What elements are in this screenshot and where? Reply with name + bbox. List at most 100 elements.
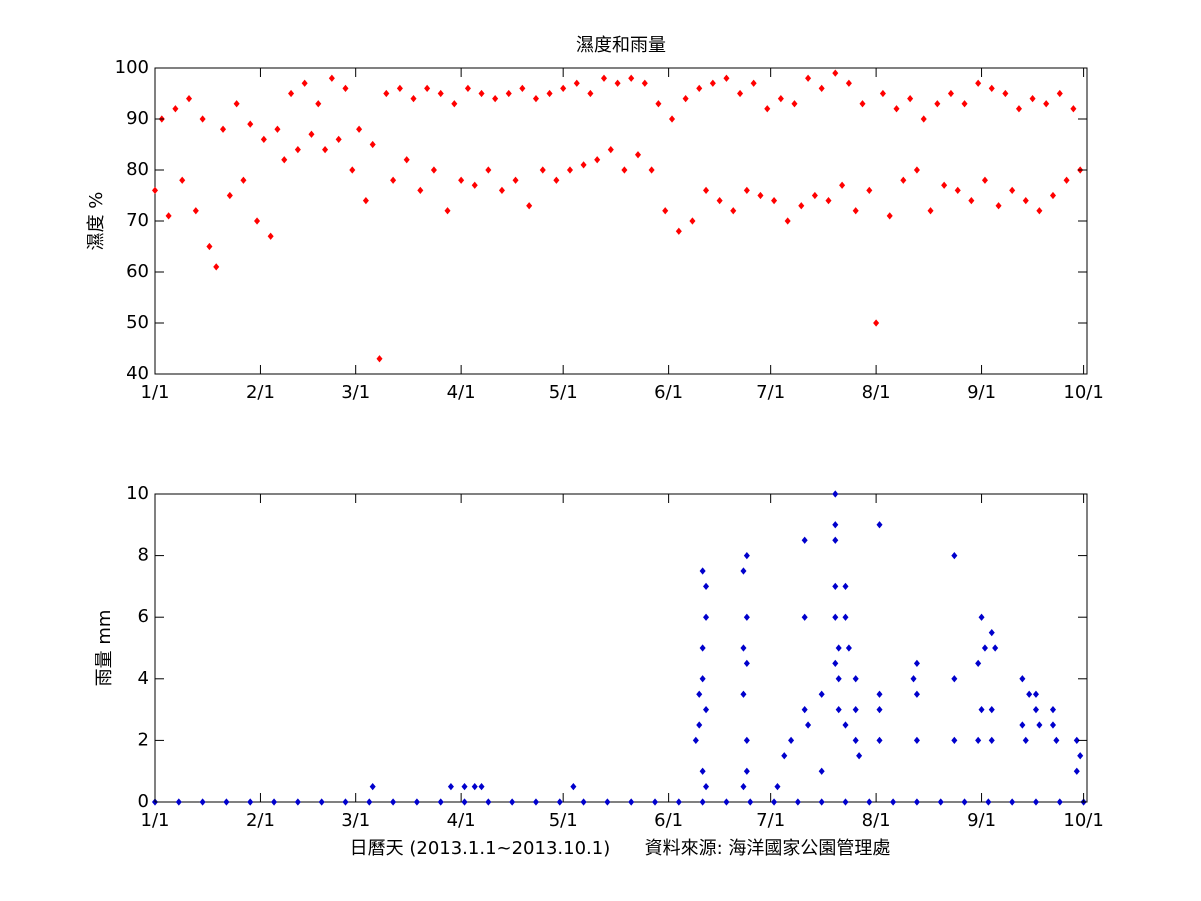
point	[832, 490, 839, 498]
point	[893, 105, 900, 113]
point	[696, 690, 703, 698]
point	[845, 644, 852, 652]
point	[539, 166, 546, 174]
point	[376, 355, 383, 363]
point	[675, 798, 682, 806]
point	[842, 798, 849, 806]
point	[607, 145, 614, 154]
point	[634, 151, 642, 159]
point	[151, 186, 159, 195]
point	[913, 690, 920, 698]
point	[366, 798, 373, 806]
point	[740, 690, 747, 698]
point	[859, 100, 866, 108]
point	[699, 567, 706, 575]
point	[805, 74, 812, 82]
point	[876, 521, 883, 529]
x-tick-label: 10/1	[1063, 810, 1103, 831]
point	[628, 74, 635, 82]
point	[947, 89, 954, 98]
point	[866, 186, 873, 195]
point	[580, 161, 587, 169]
point	[900, 176, 907, 184]
point	[981, 644, 988, 652]
point	[655, 100, 662, 108]
point	[260, 135, 267, 144]
point	[369, 140, 376, 149]
points	[151, 69, 1084, 363]
point	[740, 644, 747, 652]
x-tick-label: 5/1	[549, 382, 578, 403]
point	[492, 94, 499, 103]
point	[383, 89, 390, 98]
point	[913, 659, 920, 668]
point	[1022, 196, 1029, 205]
point	[247, 120, 254, 128]
point	[356, 125, 363, 133]
point	[322, 145, 329, 154]
point	[825, 196, 832, 205]
y-tick-label: 50	[126, 312, 149, 333]
point	[981, 176, 988, 184]
point	[267, 232, 274, 240]
point	[1056, 798, 1063, 806]
point	[651, 798, 659, 806]
point	[199, 798, 206, 806]
point	[1073, 736, 1080, 745]
point	[1049, 191, 1057, 200]
point	[464, 84, 471, 93]
x-axis-label: 日曆天 (2013.1.1~2013.10.1) 資料來源: 海洋國家公園管理處	[350, 838, 891, 859]
point	[774, 782, 781, 791]
point	[910, 675, 917, 683]
x-tick-label: 9/1	[967, 382, 996, 403]
point	[485, 166, 492, 174]
y-tick-label: 8	[138, 545, 149, 566]
point	[1019, 721, 1026, 729]
point	[471, 782, 478, 791]
point	[206, 242, 213, 251]
point	[689, 217, 696, 225]
point	[1032, 690, 1040, 698]
x-tick-label: 2/1	[246, 810, 275, 831]
point	[832, 521, 839, 529]
point	[835, 675, 842, 683]
point	[233, 100, 240, 108]
point	[913, 166, 920, 174]
point	[879, 89, 886, 98]
point	[934, 100, 941, 108]
point	[771, 798, 778, 806]
y-tick-label: 60	[126, 261, 149, 282]
point	[699, 767, 706, 775]
point	[985, 798, 992, 806]
point	[743, 551, 750, 560]
x-tick-label: 3/1	[341, 382, 370, 403]
point	[920, 115, 927, 123]
y-tick-label: 100	[115, 57, 149, 78]
point	[968, 196, 975, 205]
point	[556, 798, 563, 806]
y-tick-label: 70	[126, 210, 149, 231]
point	[532, 798, 539, 806]
point	[199, 115, 206, 123]
point	[1056, 89, 1063, 98]
point	[669, 115, 676, 123]
point	[743, 186, 750, 195]
point	[512, 176, 519, 184]
point	[478, 782, 485, 791]
point	[992, 644, 999, 652]
point	[1049, 721, 1057, 729]
point	[271, 798, 278, 806]
point	[641, 79, 648, 87]
point	[703, 186, 710, 195]
point	[740, 782, 747, 791]
point	[832, 582, 839, 591]
point	[743, 736, 750, 745]
point	[1026, 690, 1033, 698]
point	[594, 156, 601, 164]
point	[873, 319, 880, 327]
point	[318, 798, 325, 806]
point	[424, 84, 431, 93]
point	[410, 94, 417, 103]
point	[1063, 176, 1070, 184]
